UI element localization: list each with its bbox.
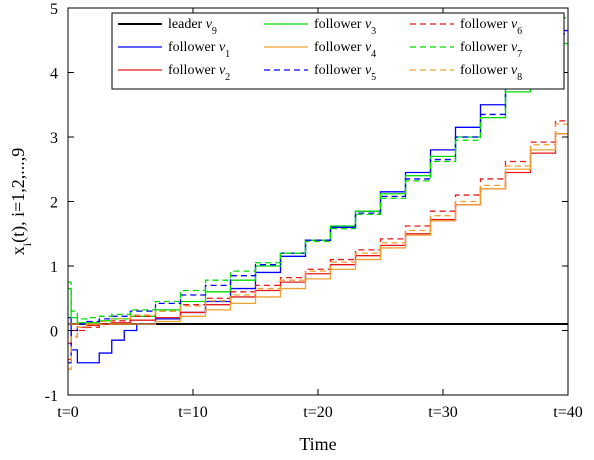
series-line-follower-2	[68, 133, 568, 345]
series-line-follower-5	[68, 33, 568, 364]
legend-label-9: leader v9	[168, 17, 217, 37]
legend-label-6: follower v6	[460, 17, 522, 37]
series-line-follower-1	[68, 29, 568, 364]
series-line-follower-8	[68, 123, 568, 370]
y-axis-label: xi(t), i=1,2,...,9	[8, 148, 34, 256]
x-tick-label: t=20	[303, 404, 332, 421]
y-tick-label: 0	[50, 324, 58, 341]
legend-label-7: follower v7	[460, 40, 522, 60]
legend-label-3: follower v3	[314, 17, 376, 37]
x-tick-label: t=0	[57, 404, 78, 421]
y-tick-label: 3	[50, 130, 58, 147]
ticks-layer: t=0 t=10 t=20 t=30 t=40 -1 0 1 2 3 4 5	[45, 1, 583, 421]
x-tick-label: t=10	[178, 404, 207, 421]
y-tick-label: -1	[45, 388, 58, 405]
legend: leader v9 follower v1 follower v2 follower …	[111, 12, 565, 90]
y-axis-label-rest: (t), i=1,2,...,9	[8, 148, 29, 243]
series-layer	[68, 17, 568, 370]
legend-label-1: follower v1	[168, 40, 230, 60]
y-axis-label-main: x	[8, 246, 28, 255]
x-tick-label: t=30	[428, 404, 457, 421]
x-tick-label: t=40	[553, 404, 582, 421]
legend-box	[111, 12, 565, 90]
y-tick-label: 2	[50, 195, 58, 212]
y-tick-label: 5	[50, 1, 58, 18]
y-tick-label: 4	[50, 66, 58, 83]
y-tick-label: 1	[50, 259, 58, 276]
y-axis-label-sub: i	[20, 242, 34, 246]
legend-label-8: follower v8	[460, 63, 522, 83]
legend-label-4: follower v4	[314, 40, 376, 60]
legend-label-2: follower v2	[168, 63, 230, 83]
series-line-follower-7	[68, 17, 568, 320]
legend-label-5: follower v5	[314, 63, 376, 83]
series-line-follower-4	[68, 133, 568, 325]
x-axis-label: Time	[299, 434, 336, 454]
